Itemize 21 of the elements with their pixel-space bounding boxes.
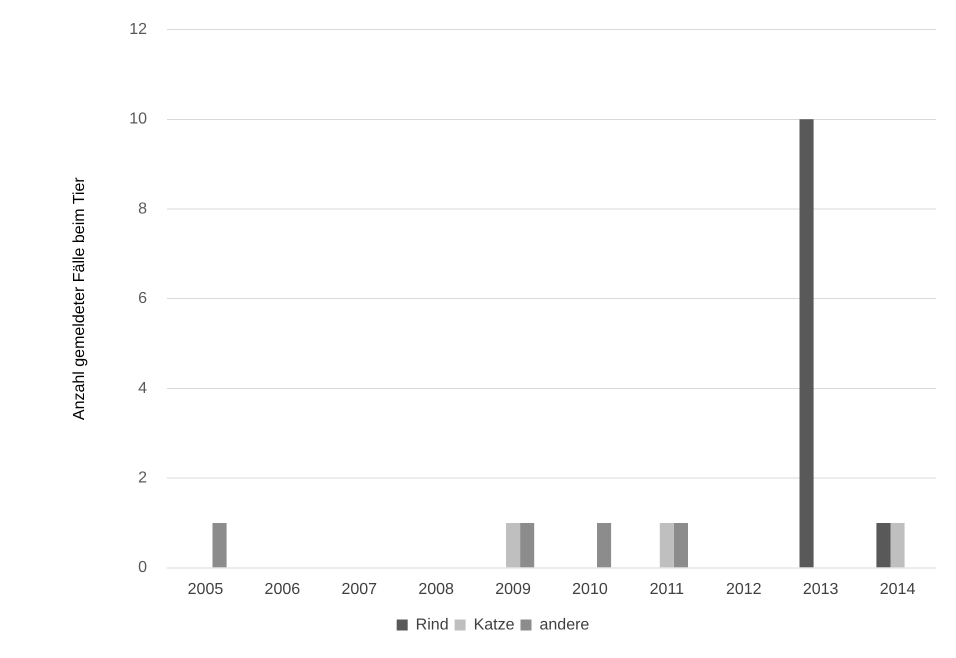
y-tick-label: 8: [138, 200, 148, 218]
x-tick-label: 2007: [341, 580, 378, 598]
y-tick-label: 2: [138, 470, 148, 487]
legend-label: andere: [540, 616, 590, 634]
x-tick-label: 2006: [264, 580, 300, 598]
x-tick-label: 2010: [572, 580, 608, 598]
x-tick-label: 2012: [726, 580, 762, 598]
x-tick-label: 2009: [495, 580, 531, 598]
x-tick-label: 2014: [880, 580, 916, 598]
y-tick-label: 12: [129, 21, 148, 38]
x-tick-label: 2013: [802, 580, 839, 598]
y-tick-label: 10: [129, 110, 148, 128]
y-tick-label: 6: [138, 290, 148, 308]
x-tick-label: 2011: [650, 580, 684, 598]
legend-label: Katze: [474, 616, 515, 634]
y-tick-label: 4: [138, 380, 148, 397]
y-axis-title: Anzahl gemeldeter Fälle beim Tier: [71, 176, 88, 420]
x-tick-label: 2008: [418, 580, 454, 598]
y-tick-label: 0: [138, 559, 148, 576]
legend-label: Rind: [416, 616, 449, 634]
x-tick-label: 2005: [188, 580, 224, 598]
